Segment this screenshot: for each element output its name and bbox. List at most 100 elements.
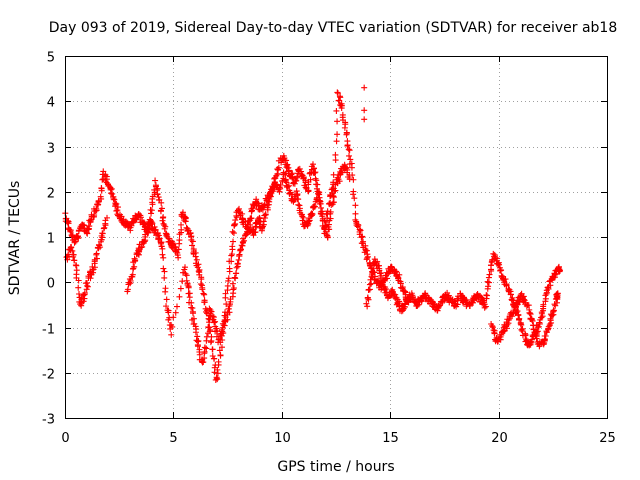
data-point bbox=[172, 309, 179, 316]
y-tick-label: 3 bbox=[47, 142, 55, 157]
data-point bbox=[99, 230, 106, 237]
data-point bbox=[169, 323, 176, 330]
data-point bbox=[482, 303, 489, 310]
data-point bbox=[80, 298, 87, 305]
data-point bbox=[484, 278, 491, 285]
data-point bbox=[218, 344, 225, 351]
data-point bbox=[360, 238, 367, 245]
data-point bbox=[355, 222, 362, 229]
data-point bbox=[274, 166, 281, 173]
data-point bbox=[149, 220, 156, 227]
data-point bbox=[264, 206, 271, 213]
data-point bbox=[75, 277, 82, 284]
data-point bbox=[332, 187, 339, 194]
data-point bbox=[230, 285, 237, 292]
data-point bbox=[343, 131, 350, 138]
data-point bbox=[538, 309, 545, 316]
data-point bbox=[540, 301, 547, 308]
data-point bbox=[208, 308, 215, 315]
data-point bbox=[324, 232, 331, 239]
data-point bbox=[165, 309, 172, 316]
data-point bbox=[160, 265, 167, 272]
data-point bbox=[84, 283, 91, 290]
data-point bbox=[295, 196, 302, 203]
data-point bbox=[100, 168, 107, 175]
data-point bbox=[225, 277, 232, 284]
data-point bbox=[390, 291, 397, 298]
data-point bbox=[282, 178, 289, 185]
y-tick-label: 5 bbox=[47, 51, 55, 66]
data-point bbox=[544, 326, 551, 333]
data-point bbox=[258, 227, 265, 234]
data-point bbox=[364, 303, 371, 310]
data-point bbox=[67, 244, 74, 251]
data-point bbox=[231, 274, 238, 281]
data-point bbox=[211, 319, 218, 326]
data-point bbox=[177, 285, 184, 292]
data-point bbox=[229, 280, 236, 287]
data-point bbox=[330, 199, 337, 206]
data-point bbox=[520, 296, 527, 303]
data-point bbox=[84, 279, 91, 286]
data-point bbox=[543, 329, 550, 336]
data-point bbox=[104, 214, 111, 221]
data-point bbox=[334, 174, 341, 181]
data-point bbox=[479, 296, 486, 303]
data-point bbox=[519, 328, 526, 335]
data-point bbox=[495, 261, 502, 268]
data-point bbox=[216, 336, 223, 343]
data-point bbox=[406, 291, 413, 298]
data-point bbox=[284, 183, 291, 190]
data-point bbox=[357, 227, 364, 234]
data-point bbox=[502, 276, 509, 283]
y-tick-label: -3 bbox=[42, 413, 55, 428]
data-point bbox=[250, 232, 257, 239]
data-point bbox=[205, 324, 212, 331]
data-point bbox=[336, 178, 343, 185]
data-point bbox=[533, 335, 540, 342]
data-point bbox=[361, 84, 368, 91]
data-point bbox=[490, 327, 497, 334]
data-point bbox=[358, 234, 365, 241]
data-point bbox=[488, 262, 495, 269]
y-tick-label: 1 bbox=[47, 232, 55, 247]
data-point bbox=[226, 309, 233, 316]
data-point bbox=[113, 207, 120, 214]
data-point bbox=[241, 237, 248, 244]
x-tick-label: 20 bbox=[491, 431, 508, 446]
data-point bbox=[248, 215, 255, 222]
data-point bbox=[327, 208, 334, 215]
data-point bbox=[491, 329, 498, 336]
data-point bbox=[490, 250, 497, 257]
data-point bbox=[228, 252, 235, 259]
data-point bbox=[352, 210, 359, 217]
data-point bbox=[481, 304, 488, 311]
data-point bbox=[359, 233, 366, 240]
data-point bbox=[110, 195, 117, 202]
data-point bbox=[176, 237, 183, 244]
data-point bbox=[503, 282, 510, 289]
data-point bbox=[348, 164, 355, 171]
data-point bbox=[494, 260, 501, 267]
data-point bbox=[160, 254, 167, 261]
data-point bbox=[199, 286, 206, 293]
data-point bbox=[75, 284, 82, 291]
data-point bbox=[317, 200, 324, 207]
data-point bbox=[152, 177, 159, 184]
data-point bbox=[553, 291, 560, 298]
data-points bbox=[62, 84, 563, 383]
data-point bbox=[195, 337, 202, 344]
data-point bbox=[161, 274, 168, 281]
data-point bbox=[401, 288, 408, 295]
data-point bbox=[316, 189, 323, 196]
data-point bbox=[361, 107, 368, 114]
data-point bbox=[300, 214, 307, 221]
data-point bbox=[541, 336, 548, 343]
data-point bbox=[510, 309, 517, 316]
data-point bbox=[260, 218, 267, 225]
y-tick-label: -2 bbox=[42, 368, 55, 383]
data-point bbox=[341, 124, 348, 131]
data-point bbox=[485, 274, 492, 281]
data-point bbox=[406, 294, 413, 301]
data-point bbox=[309, 211, 316, 218]
